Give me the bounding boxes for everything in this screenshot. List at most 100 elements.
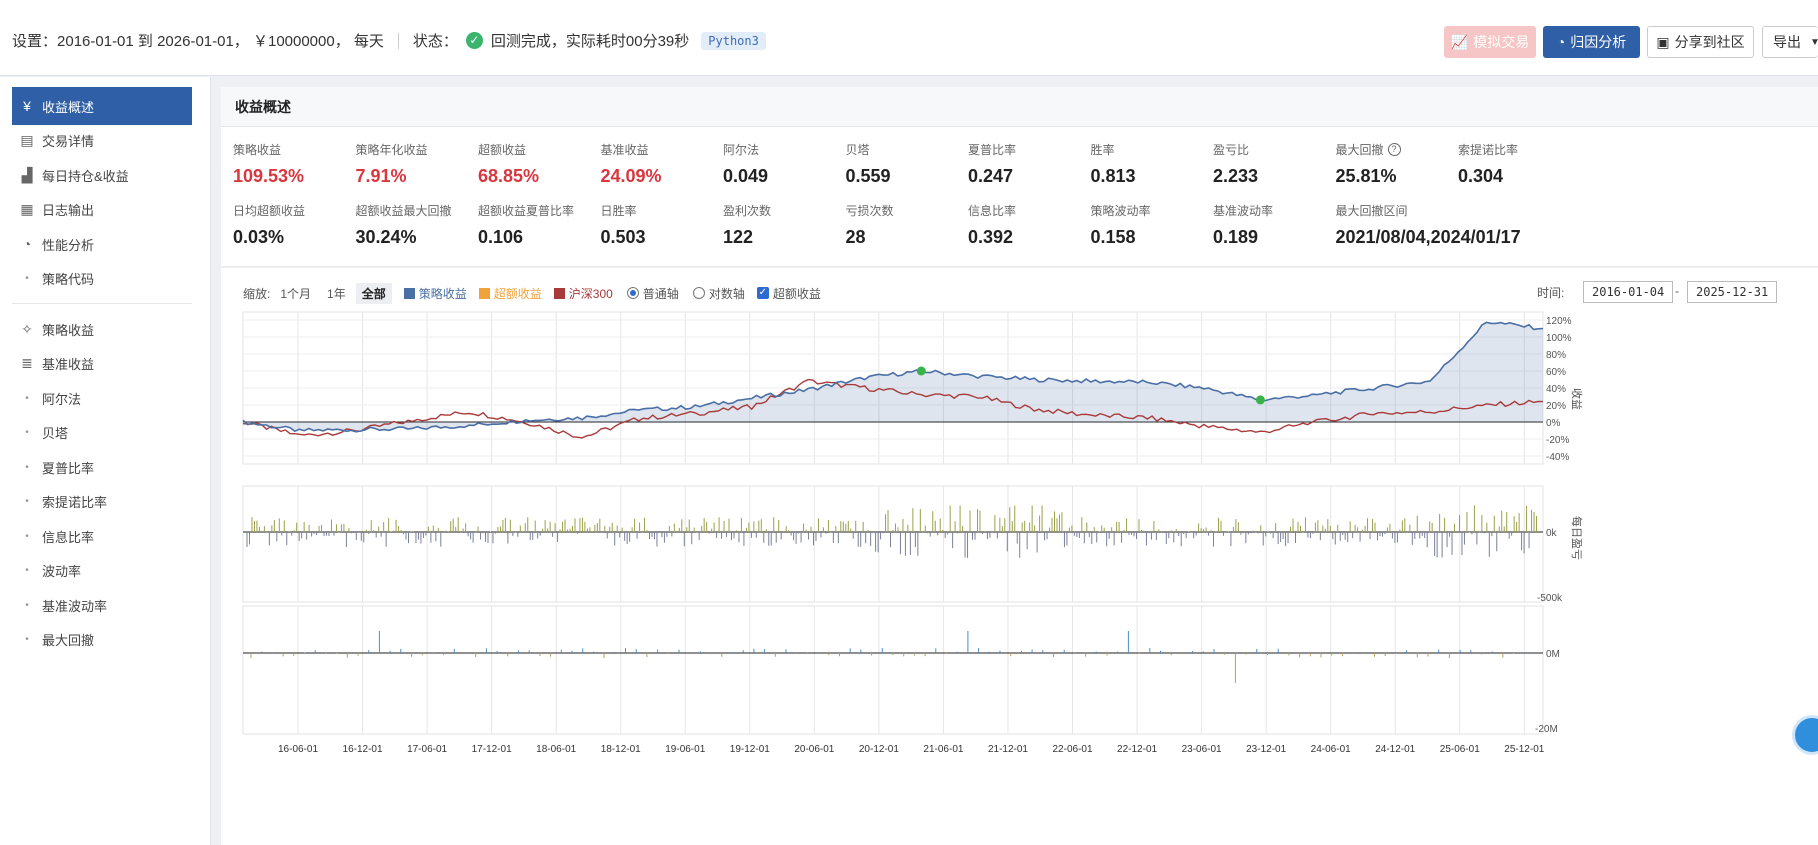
divider [397, 32, 399, 49]
attribution-analysis-button[interactable]: ◔ 归因分析 [1543, 26, 1640, 58]
sidebar-item[interactable]: • 最大回撤 [12, 621, 192, 659]
database-icon: ≣ [21, 355, 33, 371]
metric-item: 盈利次数 122 [723, 202, 843, 248]
metric-value: 68.85% [478, 166, 540, 186]
strategy-area [243, 322, 1543, 432]
sidebar-item-label: 性能分析 [42, 237, 95, 253]
chat-assistant-button[interactable] [1792, 715, 1818, 755]
x-tick-label: 25-06-01 [1440, 744, 1480, 755]
metric-item: 日胜率 0.503 [601, 202, 721, 248]
x-tick-label: 19-12-01 [730, 744, 770, 755]
sidebar-item[interactable]: • 信息比率 [12, 517, 192, 555]
bulb-icon: ✧ [21, 320, 33, 337]
sidebar-item[interactable]: • 贝塔 [12, 414, 192, 452]
dot-icon: • [25, 273, 29, 284]
top-bar: 设置： 2016-01-01 到 2026-01-01， ￥10000000， … [0, 0, 1818, 76]
log-axis-radio[interactable] [692, 287, 705, 299]
sidebar-item-label: 基准收益 [42, 357, 95, 372]
metric-value: 0.03% [233, 227, 285, 247]
sidebar-item[interactable]: ▟ 每日持仓&收益 [12, 156, 192, 194]
help-icon[interactable]: ? [1387, 143, 1401, 156]
normal-axis-radio[interactable] [626, 287, 639, 299]
sidebar-item-label: 策略收益 [42, 322, 95, 338]
y-tick-label: -40% [1546, 452, 1569, 463]
metric-item: 盈亏比 2.233 [1213, 141, 1333, 187]
metric-value: 0.049 [723, 166, 769, 186]
metric-value: 0.247 [968, 166, 1014, 186]
metric-item: 胜率 0.813 [1091, 141, 1211, 187]
metric-value: 25.81% [1335, 166, 1397, 186]
export-button[interactable]: 导出 ▼ [1762, 26, 1818, 58]
legend-benchmark[interactable]: 沪深300 [568, 286, 613, 301]
legend-excess-swatch[interactable] [478, 287, 490, 299]
legend-strategy[interactable]: 策略收益 [418, 286, 467, 301]
sidebar-item[interactable]: ≣ 基准收益 [12, 345, 192, 383]
dot-icon: • [25, 496, 29, 507]
sidebar-item[interactable]: • 基准波动率 [12, 586, 192, 624]
x-tick-label: 20-12-01 [859, 744, 899, 755]
x-tick-label: 16-12-01 [343, 744, 383, 755]
excess-toggle-label[interactable]: 超额收益 [772, 286, 821, 301]
sidebar-item-label: 日志输出 [42, 203, 95, 218]
metric-value: 0.813 [1090, 166, 1136, 186]
zoom-1-year-button[interactable]: 1年 [327, 286, 346, 301]
y-tick-label: 0M [1546, 649, 1560, 660]
sidebar-item[interactable]: • 夏普比率 [12, 448, 192, 486]
sidebar-item[interactable]: ◔ 性能分析 [12, 225, 192, 263]
end-date-input[interactable]: 2025-12-31 [1687, 281, 1778, 303]
legend-benchmark-swatch[interactable] [553, 287, 565, 299]
metric-label: 策略年化收益 [355, 143, 428, 157]
x-tick-label: 21-12-01 [988, 744, 1028, 755]
y-tick-label: 0% [1546, 418, 1561, 429]
settings-value: 2016-01-01 到 2026-01-01， ￥10000000， 每天 [57, 33, 384, 50]
time-label: 时间: [1537, 286, 1565, 300]
x-tick-label: 18-06-01 [536, 744, 576, 755]
metric-label: 阿尔法 [723, 143, 760, 157]
charts-svg[interactable]: 120% 100% 80% 60% 40% 20% 0% -20% -40% 收益 0k -500k 每… [221, 268, 1818, 845]
metric-value: 0.392 [968, 227, 1014, 247]
x-tick-label: 22-12-01 [1117, 744, 1157, 755]
metric-item: 最大回撤? 25.81% [1336, 141, 1456, 187]
sidebar-item[interactable]: • 波动率 [12, 552, 192, 590]
metric-item: 最大回撤区间 2021/08/04,2024/01/17 [1336, 202, 1536, 248]
legend-excess[interactable]: 超额收益 [493, 286, 542, 301]
zoom-all-button[interactable]: 全部 [355, 282, 392, 304]
simulate-trade-button[interactable]: 📈 模拟交易 [1444, 26, 1536, 58]
dot-icon: • [25, 565, 29, 576]
sidebar-item[interactable]: • 索提诺比率 [12, 483, 192, 521]
metric-label: 超额收益最大回撤 [355, 204, 452, 218]
sidebar-item[interactable]: • 策略代码 [12, 260, 192, 298]
settings-label: 设置： [12, 33, 58, 50]
x-tick-label: 24-06-01 [1311, 744, 1351, 755]
legend-strategy-swatch[interactable] [403, 287, 415, 299]
start-date-input[interactable]: 2016-01-04 [1583, 281, 1674, 303]
x-tick-label: 24-12-01 [1375, 744, 1415, 755]
metric-value: 30.24% [355, 227, 417, 247]
yen-icon: ¥ [23, 98, 31, 114]
y-axis-label: 收益 [1570, 388, 1584, 410]
sidebar-item[interactable]: • 阿尔法 [12, 379, 192, 417]
metric-item: 索提诺比率 0.304 [1458, 141, 1578, 187]
metric-label: 超额收益夏普比率 [478, 204, 575, 218]
normal-axis-label[interactable]: 普通轴 [642, 286, 679, 301]
sidebar-item[interactable]: ¥ 收益概述 [12, 87, 192, 125]
metric-value: 2.233 [1213, 166, 1259, 186]
drawdown-marker [916, 366, 926, 376]
zoom-1-month-button[interactable]: 1个月 [280, 286, 312, 301]
x-tick-label: 16-06-01 [278, 744, 318, 755]
sidebar-item[interactable]: ▦ 日志输出 [12, 191, 192, 229]
sidebar-item[interactable]: ▤ 交易详情 [12, 122, 192, 160]
excess-toggle-checkbox[interactable]: ✓ [756, 287, 769, 299]
caret-down-icon: ▼ [1810, 36, 1818, 48]
log-axis-label[interactable]: 对数轴 [708, 286, 745, 301]
metric-value: 24.09% [600, 166, 662, 186]
y-tick-label: 0k [1546, 528, 1558, 539]
share-community-button[interactable]: ▣ 分享到社区 [1647, 26, 1754, 58]
metric-item: 贝塔 0.559 [846, 141, 966, 187]
metric-value: 0.503 [600, 227, 646, 247]
sidebar-item-label: 信息比率 [42, 529, 95, 545]
sidebar-item[interactable]: ✧ 策略收益 [12, 310, 192, 348]
metric-value: 0.189 [1213, 227, 1259, 247]
card-title: 收益概述 [221, 87, 1818, 127]
metric-label: 策略波动率 [1090, 204, 1151, 218]
